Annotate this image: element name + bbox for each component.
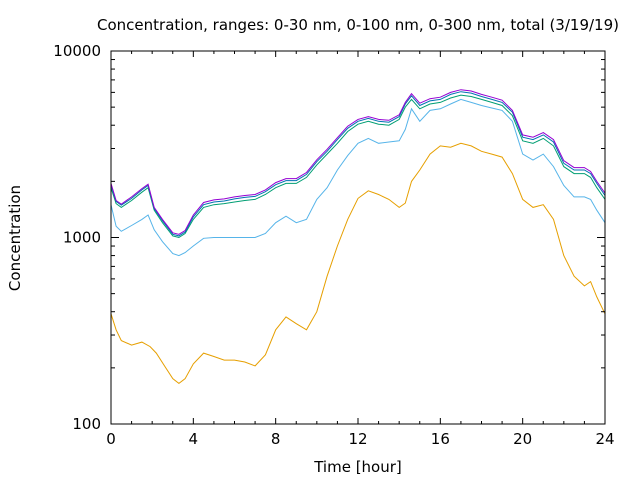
axes-layer: 0 4 8 12 16 20 24 100 1000 10000: [53, 42, 614, 448]
x-tick-label: 8: [271, 430, 281, 448]
x-tick-label: 20: [513, 430, 532, 448]
x-axis-label: Time [hour]: [313, 458, 402, 476]
series-line-2: [110, 98, 606, 257]
x-tick-label: 16: [431, 430, 450, 448]
series-line-5: [110, 89, 606, 235]
plot-frame: [110, 50, 606, 425]
y-tick-label: 100: [72, 415, 101, 433]
y-axis-label: Concentration: [6, 185, 24, 291]
x-tick-label: 0: [106, 430, 116, 448]
y-tick-label: 1000: [63, 229, 101, 247]
series-line-3: [110, 94, 606, 239]
y-tick-label: 10000: [53, 42, 101, 60]
chart-title: Concentration, ranges: 0-30 nm, 0-100 nm…: [97, 16, 619, 34]
x-tick-label: 12: [348, 430, 367, 448]
series-layer: [110, 89, 606, 385]
series-line-4: [110, 91, 606, 237]
x-tick-label: 4: [189, 430, 199, 448]
series-line-1: [110, 142, 606, 385]
x-tick-label: 24: [595, 430, 614, 448]
